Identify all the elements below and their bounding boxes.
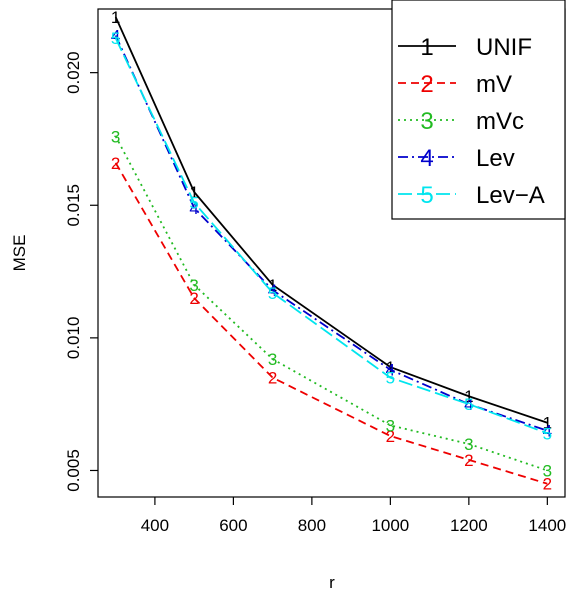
legend-label: UNIF xyxy=(476,34,532,61)
data-point-3: 3 xyxy=(386,416,395,435)
series-line xyxy=(114,37,548,435)
y-tick-label: 0.020 xyxy=(64,51,83,94)
legend-symbol: 3 xyxy=(420,108,433,135)
data-point-3: 3 xyxy=(189,276,198,295)
data-point-3: 3 xyxy=(111,127,120,146)
data-point-1: 1 xyxy=(543,414,552,433)
legend-entry: 3 mVc xyxy=(398,108,524,135)
data-point-2: 2 xyxy=(464,451,473,470)
data-point-2: 2 xyxy=(111,154,120,173)
series-line xyxy=(114,135,548,472)
series-line xyxy=(114,162,548,485)
x-tick-label: 400 xyxy=(141,516,169,535)
legend-symbol: 4 xyxy=(420,145,433,172)
data-point-3: 3 xyxy=(268,350,277,369)
legend-label: mVc xyxy=(476,108,524,135)
data-point-4: 4 xyxy=(386,361,395,380)
plot-frame xyxy=(97,8,566,498)
data-point-5: 5 xyxy=(268,284,277,303)
data-point-1: 1 xyxy=(464,387,473,406)
legend-entry: 1 UNIF xyxy=(398,34,532,61)
series-5: 5 5 5 5 5 5 xyxy=(111,29,552,443)
x-tick-label: 1400 xyxy=(528,516,566,535)
data-point-3: 3 xyxy=(543,461,552,480)
data-point-1: 1 xyxy=(111,8,120,27)
data-point-5: 5 xyxy=(543,424,552,443)
data-point-4: 4 xyxy=(268,281,277,300)
data-point-2: 2 xyxy=(543,475,552,494)
data-point-1: 1 xyxy=(268,276,277,295)
legend-entry: 2 mV xyxy=(398,71,512,98)
legend-box xyxy=(391,0,566,220)
x-tick-label: 1200 xyxy=(450,516,488,535)
series-3: 3 3 3 3 3 3 xyxy=(111,127,552,480)
x-axis-label: r xyxy=(329,573,335,592)
series-2: 2 2 2 2 2 2 xyxy=(111,154,552,494)
y-tick-label: 0.005 xyxy=(64,449,83,492)
y-tick-label: 0.015 xyxy=(64,184,83,227)
data-point-2: 2 xyxy=(189,289,198,308)
x-tick-label: 600 xyxy=(219,516,247,535)
data-point-5: 5 xyxy=(464,395,473,414)
legend-symbol: 5 xyxy=(420,182,433,209)
data-point-3: 3 xyxy=(464,435,473,454)
legend-label: mV xyxy=(476,71,512,98)
data-point-4: 4 xyxy=(189,199,198,218)
x-axis: 400 600 800 1000 1200 1400 xyxy=(141,497,566,535)
data-point-2: 2 xyxy=(386,427,395,446)
legend-symbol: 1 xyxy=(420,34,433,61)
y-axis: 0.005 0.010 0.015 0.020 xyxy=(64,51,98,492)
legend-symbol: 2 xyxy=(420,71,433,98)
x-tick-label: 800 xyxy=(298,516,326,535)
legend-entry: 4 Lev xyxy=(398,145,515,172)
data-point-4: 4 xyxy=(464,395,473,414)
data-point-1: 1 xyxy=(386,358,395,377)
data-point-5: 5 xyxy=(189,194,198,213)
data-point-2: 2 xyxy=(268,369,277,388)
series-line xyxy=(114,16,548,424)
data-point-1: 1 xyxy=(189,183,198,202)
data-point-4: 4 xyxy=(543,422,552,441)
x-tick-label: 1000 xyxy=(371,516,409,535)
legend: 1 UNIF 2 mV 3 mVc 4 Lev 5 Lev−A xyxy=(391,0,566,220)
series-1: 1 1 1 1 1 1 xyxy=(111,8,552,433)
data-point-4: 4 xyxy=(111,27,120,46)
legend-entry: 5 Lev−A xyxy=(398,182,545,209)
legend-label: Lev−A xyxy=(476,182,545,209)
y-tick-label: 0.010 xyxy=(64,317,83,360)
data-point-5: 5 xyxy=(111,29,120,48)
y-axis-label: MSE xyxy=(10,235,29,272)
legend-label: Lev xyxy=(476,145,515,172)
data-point-5: 5 xyxy=(386,369,395,388)
